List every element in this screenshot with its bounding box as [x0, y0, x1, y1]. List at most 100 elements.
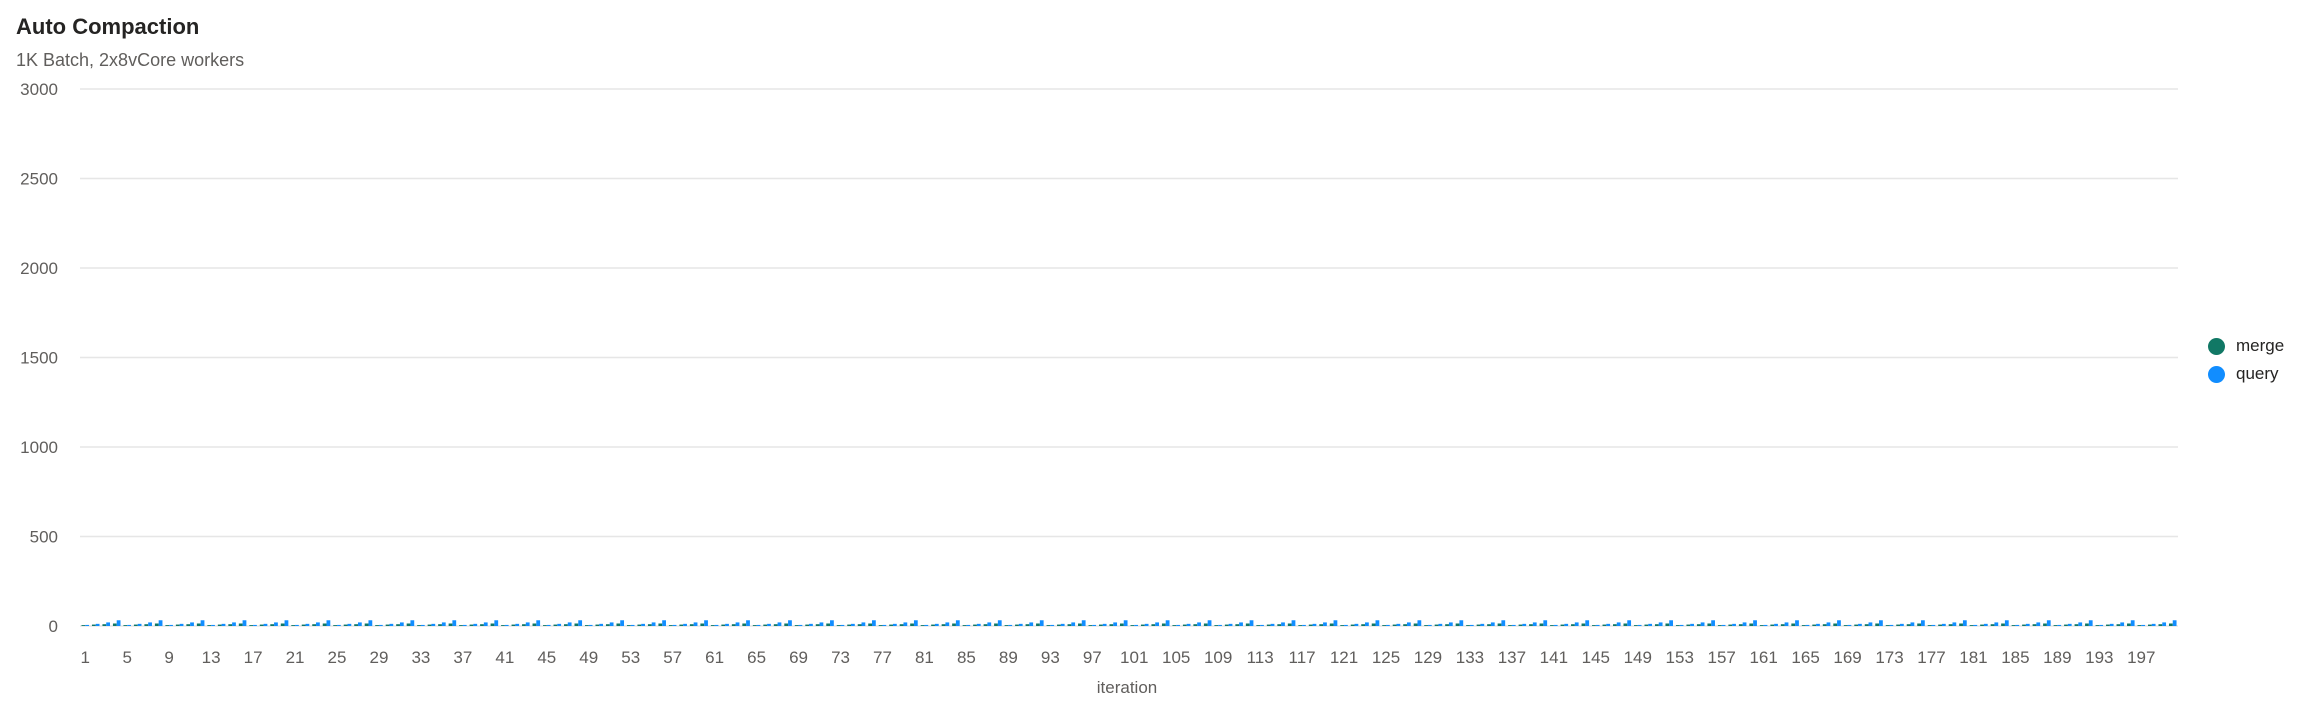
bar-merge: [731, 624, 736, 626]
bar-query: [578, 620, 583, 626]
bar-query: [725, 623, 729, 626]
bar-merge: [2085, 623, 2089, 626]
bar-query: [2162, 622, 2167, 626]
bar-query: [1480, 623, 1485, 626]
bar-merge: [1382, 625, 1387, 626]
bar-query: [1050, 624, 1055, 626]
bar-query: [2078, 622, 2083, 626]
bar-query: [609, 622, 614, 626]
bar-merge: [574, 623, 579, 626]
bar-merge: [1193, 624, 1198, 626]
bar-merge: [1654, 624, 1659, 626]
bar-merge: [1550, 625, 1554, 626]
bar-merge: [1161, 623, 1166, 626]
bar-query: [148, 622, 152, 626]
bar-merge: [1696, 624, 1701, 626]
bar-merge: [1759, 625, 1764, 626]
x-tick-label: 41: [495, 648, 514, 667]
bar-query: [934, 623, 939, 626]
bar-merge: [1361, 624, 1366, 626]
x-tick-label: 145: [1582, 648, 1610, 667]
x-tick-label: 9: [164, 648, 173, 667]
bar-query: [2046, 620, 2051, 626]
bar-merge: [889, 624, 893, 626]
bar-query: [567, 622, 572, 626]
x-tick-label: 181: [1959, 648, 1987, 667]
bar-merge: [1665, 623, 1670, 626]
bar-merge: [626, 625, 631, 626]
bar-query: [851, 623, 855, 626]
bar-merge: [679, 624, 684, 626]
bar-query: [1270, 623, 1275, 626]
bar-query: [1553, 624, 1558, 626]
bar-merge: [1319, 624, 1324, 626]
bar-query: [1375, 620, 1380, 626]
y-tick-label: 2500: [20, 170, 58, 189]
bar-query: [746, 620, 750, 626]
bar-query: [211, 624, 215, 626]
bar-query: [431, 623, 436, 626]
bar-merge: [1633, 625, 1638, 626]
bar-merge: [1119, 623, 1124, 626]
bar-merge: [983, 624, 988, 626]
bar-merge: [385, 624, 390, 626]
bar-merge: [112, 623, 117, 626]
x-tick-label: 69: [789, 648, 808, 667]
bar-merge: [1508, 625, 1512, 626]
bar-query: [253, 624, 257, 626]
bar-merge: [417, 625, 421, 626]
bar-query: [1721, 624, 1726, 626]
y-tick-label: 3000: [20, 80, 58, 99]
bar-merge: [427, 624, 432, 626]
chart-subtitle: 1K Batch, 2x8vCore workers: [16, 50, 245, 70]
bar-merge: [2095, 625, 2100, 626]
bar-query: [1406, 622, 1411, 626]
bar-query: [2057, 624, 2062, 626]
bar-merge: [354, 624, 358, 626]
bar-merge: [763, 624, 768, 626]
bar-merge: [637, 624, 642, 626]
bar-merge: [721, 624, 726, 626]
bar-merge: [805, 624, 810, 626]
bar-query: [1606, 623, 1611, 626]
bar-merge: [490, 623, 495, 626]
bar-merge: [1571, 624, 1575, 626]
bar-query: [1060, 623, 1065, 626]
bar-merge: [1644, 624, 1649, 626]
bar-query: [2099, 624, 2104, 626]
bar-query: [368, 620, 373, 626]
bar-merge: [815, 624, 820, 626]
bar-query: [1962, 620, 1967, 626]
bar-merge: [396, 624, 400, 626]
x-tick-label: 197: [2127, 648, 2155, 667]
bar-merge: [1738, 624, 1743, 626]
bar-query: [735, 622, 740, 626]
x-tick-label: 49: [579, 648, 598, 667]
legend-item-query[interactable]: query: [2208, 360, 2284, 388]
bar-merge: [1067, 624, 1072, 626]
bar-merge: [1592, 625, 1596, 626]
bar-query: [1333, 620, 1338, 626]
bar-merge: [1613, 624, 1617, 626]
x-tick-label: 141: [1540, 648, 1568, 667]
bar-merge: [1308, 624, 1313, 626]
bar-merge: [343, 624, 348, 626]
bar-merge: [931, 624, 935, 626]
bar-query: [1669, 620, 1674, 626]
bar-merge: [962, 625, 967, 626]
bar-query: [295, 624, 299, 626]
bar-query: [546, 624, 551, 626]
bar-query: [1994, 622, 1999, 626]
bar-merge: [595, 624, 600, 626]
bar-query: [1323, 622, 1327, 626]
bar-query: [1816, 623, 1820, 626]
bar-merge: [1476, 624, 1481, 626]
bar-query: [169, 624, 173, 626]
bar-query: [599, 623, 604, 626]
bar-query: [976, 623, 981, 626]
bar-query: [1018, 623, 1023, 626]
bar-merge: [1078, 623, 1082, 626]
legend-item-merge[interactable]: merge: [2208, 332, 2284, 360]
bar-query: [1784, 622, 1789, 626]
x-tick-label: 177: [1917, 648, 1945, 667]
